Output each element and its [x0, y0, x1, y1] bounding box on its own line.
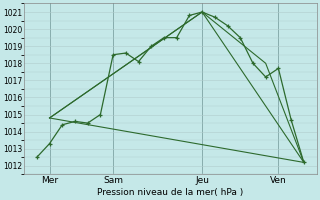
X-axis label: Pression niveau de la mer( hPa ): Pression niveau de la mer( hPa )	[97, 188, 244, 197]
